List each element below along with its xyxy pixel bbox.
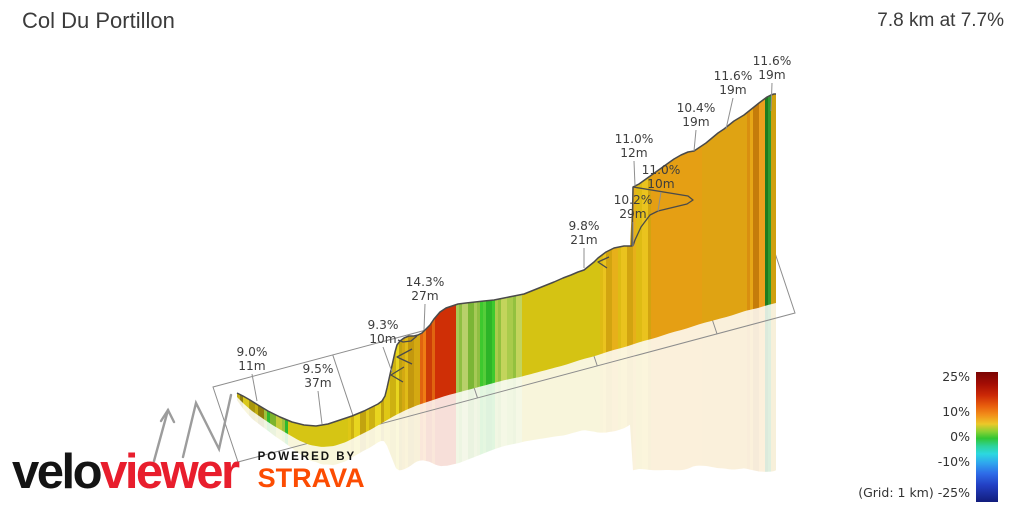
legend-tick-label: (Grid: 1 km) -25% [858,485,970,500]
legend-tick-label: 25% [942,369,970,384]
label-leader-line [251,373,258,402]
hairpin-switchback-outline [396,348,413,365]
north-letter-n [181,393,233,459]
strava-branding: POWERED BY STRAVA [258,451,365,492]
logo-viewer: viewer [100,445,240,499]
label-leader-line [317,390,323,425]
page-title: Col Du Portillon [22,8,175,33]
gradient-label: 14.3% 27m [406,275,445,303]
gradient-label: 11.0% 10m [642,163,681,191]
label-leader-line [725,97,734,130]
legend-gradient-bar [976,372,998,502]
gradient-label: 9.5% 37m [303,362,334,390]
legend-tick-label: 0% [950,429,970,444]
powered-by-label: POWERED BY [257,450,357,463]
veloviewer-logo: veloviewer [12,448,240,497]
profile-reflection [237,303,776,472]
label-leader-line [657,191,662,212]
gradient-legend: 25% 10% 0% -10% (Grid: 1 km) -25% [858,369,998,502]
gradient-label: 9.0% 11m [237,345,268,373]
elevation-profile-outline [236,93,776,427]
north-arrow [152,393,233,463]
gradient-label: 11.6% 19m [714,69,753,97]
gradient-label: 10.4% 19m [677,101,716,129]
gradient-label: 11.6% 19m [753,54,792,82]
hairpin-switchback-outline [390,366,405,383]
label-leader-line [423,303,426,331]
label-leader-line [382,346,393,373]
gradient-label: 9.8% 21m [569,219,600,247]
hairpin-switchback-outline [597,256,610,269]
strava-logo: STRAVA [257,462,365,493]
label-leader-line [770,82,773,112]
logo-velo: velo [12,445,103,499]
label-leader-line [633,160,636,187]
footer-branding: veloviewer POWERED BY STRAVA [12,448,365,497]
gradient-label: 11.0% 12m [615,132,654,160]
legend-tick-label: -10% [938,454,970,469]
gradient-label: 10.2% 29m [614,193,653,221]
label-leader-line [693,129,697,152]
gradient-label: 9.3% 10m [368,318,399,346]
legend-tick-label: 10% [942,404,970,419]
profile-ribbon [237,94,776,447]
climb-summary: 7.8 km at 7.7% [877,10,1004,31]
hairpin-switchback-outline [397,335,418,343]
